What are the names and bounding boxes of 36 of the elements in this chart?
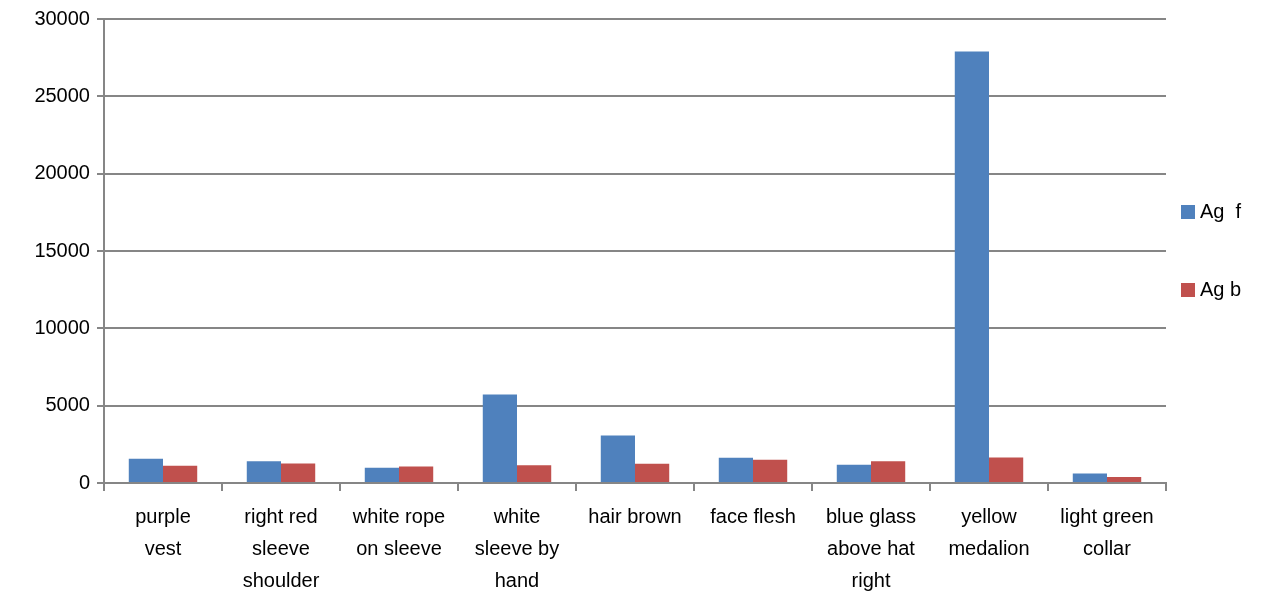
y-tick-label: 20000 — [34, 161, 90, 184]
x-tick-label: purple vest — [135, 504, 191, 559]
y-tick-label: 5000 — [45, 393, 90, 416]
bar — [1107, 476, 1142, 482]
y-tick-label: 25000 — [34, 83, 90, 106]
legend-label: Ag b — [1200, 277, 1242, 300]
bar — [163, 465, 198, 482]
bar — [989, 457, 1024, 482]
y-tick-label: 15000 — [34, 238, 90, 261]
bar — [482, 394, 517, 482]
x-tick-label: yellow medalion — [948, 504, 1030, 559]
y-tick-label: 10000 — [34, 315, 90, 338]
x-tick-label: hair brown — [588, 504, 682, 527]
legend-label: Ag f — [1200, 199, 1242, 222]
bar — [364, 467, 399, 482]
bar — [871, 461, 906, 482]
bar — [753, 459, 788, 482]
x-tick-label: right red sleeve shoulder — [242, 504, 320, 591]
bar — [836, 464, 871, 482]
y-tick-label: 30000 — [34, 6, 90, 29]
bar — [281, 463, 316, 482]
bar — [1072, 473, 1107, 482]
bar — [128, 458, 163, 482]
bar — [635, 463, 670, 482]
x-tick-label: white rope on sleeve — [351, 504, 446, 559]
x-tick-label: blue glass above hat right — [825, 504, 917, 591]
x-tick-label: face flesh — [710, 504, 796, 527]
bar — [954, 51, 989, 482]
bar — [600, 435, 635, 482]
x-tick-label: white sleeve by hand — [474, 504, 560, 591]
bar — [718, 457, 753, 482]
bar — [246, 461, 281, 482]
bar — [399, 466, 434, 482]
bar — [517, 465, 552, 482]
x-tick-label: light green collar — [1060, 504, 1154, 559]
y-tick-label: 0 — [78, 470, 90, 493]
